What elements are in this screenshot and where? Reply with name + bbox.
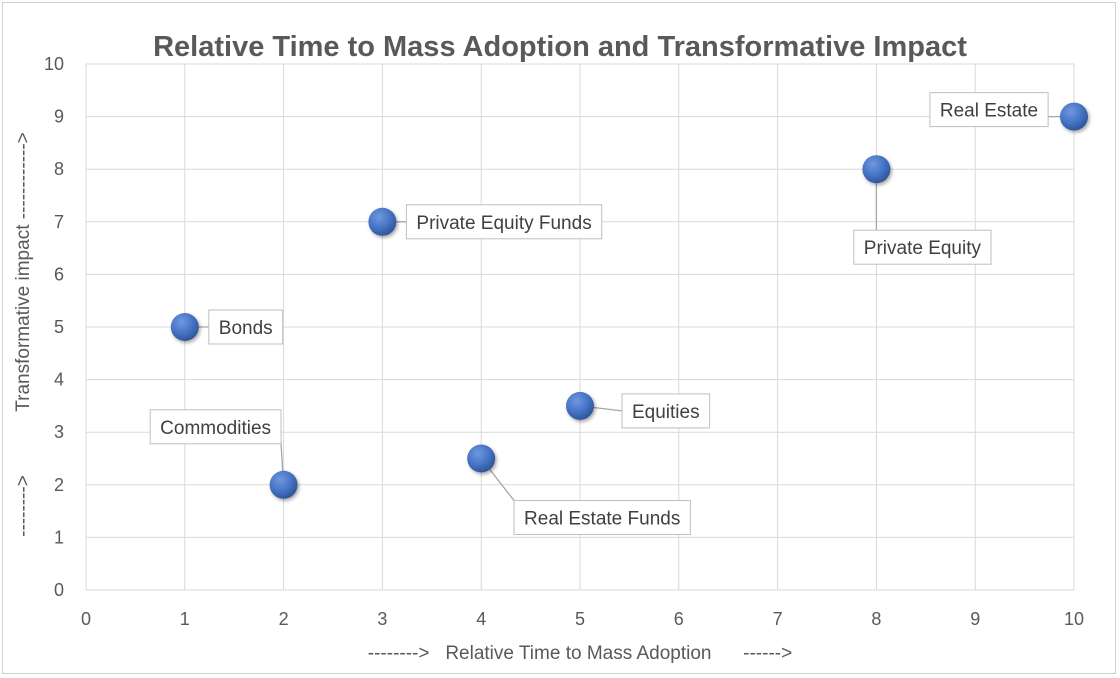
data-label-box (853, 229, 992, 265)
data-label: Commodities (149, 409, 282, 445)
data-label-text: Real Estate Funds (524, 509, 680, 530)
data-point (467, 444, 496, 473)
data-label-box (513, 500, 691, 535)
x-tick-label: 2 (279, 609, 289, 629)
x-tick-label: 4 (476, 609, 486, 629)
y-tick-label: 9 (54, 107, 64, 127)
y-tick-label: 1 (54, 527, 64, 547)
y-axis-title-arrow: --------> (13, 475, 34, 537)
y-tick-label: 4 (54, 370, 64, 390)
data-labels: Bonds Commodities Private Equity Funds Real… (149, 92, 1049, 535)
y-axis-title: Transformative impact ------------> (13, 132, 34, 412)
label-leader-lines (184, 115, 1074, 501)
x-tick-label: 8 (871, 609, 881, 629)
x-tick-label: 6 (674, 609, 684, 629)
data-label-box (929, 92, 1049, 128)
y-axis-ticks: 0 1 2 3 4 5 6 7 8 9 10 (44, 54, 64, 600)
x-tick-label: 3 (377, 609, 387, 629)
data-point (1060, 102, 1088, 131)
data-label: Private Equity (853, 229, 992, 265)
y-tick-label: 6 (54, 264, 64, 284)
y-tick-label: 3 (54, 422, 64, 442)
data-points (170, 102, 1088, 499)
data-label-text: Bonds (219, 318, 273, 339)
data-point (566, 391, 594, 420)
data-point (269, 470, 298, 499)
data-point (368, 207, 397, 236)
data-label: Equities (621, 393, 711, 429)
x-tick-label: 1 (180, 609, 190, 629)
data-label-box (621, 393, 711, 429)
data-label-box (149, 409, 282, 445)
data-label: Real Estate (929, 92, 1049, 128)
data-label: Bonds (208, 309, 284, 345)
data-label-text: Commodities (160, 418, 271, 439)
data-label-box (405, 204, 603, 240)
y-tick-label: 8 (54, 159, 64, 179)
y-tick-label: 5 (54, 317, 64, 337)
x-tick-label: 7 (773, 609, 783, 629)
x-axis-ticks: 0 1 2 3 4 5 6 7 8 9 10 (81, 609, 1084, 629)
data-label-text: Real Estate (940, 101, 1038, 122)
data-point (170, 313, 199, 341)
data-label: Private Equity Funds (405, 204, 603, 240)
y-tick-label: 10 (44, 54, 64, 74)
data-label-text: Private Equity Funds (416, 213, 591, 234)
y-tick-label: 0 (54, 580, 64, 600)
data-label-text: Equities (632, 402, 700, 423)
data-label: Real Estate Funds (513, 500, 691, 535)
x-axis-title: --------> Relative Time to Mass Adoption… (368, 643, 792, 664)
data-label-box (208, 309, 284, 345)
x-tick-label: 9 (970, 609, 980, 629)
data-point (862, 155, 891, 184)
x-tick-label: 10 (1064, 609, 1084, 629)
x-tick-label: 0 (81, 609, 91, 629)
data-label-text: Private Equity (864, 238, 982, 259)
y-tick-label: 2 (54, 475, 64, 495)
chart-title: Relative Time to Mass Adoption and Trans… (153, 31, 967, 63)
y-tick-label: 7 (54, 212, 64, 232)
x-tick-label: 5 (575, 609, 585, 629)
